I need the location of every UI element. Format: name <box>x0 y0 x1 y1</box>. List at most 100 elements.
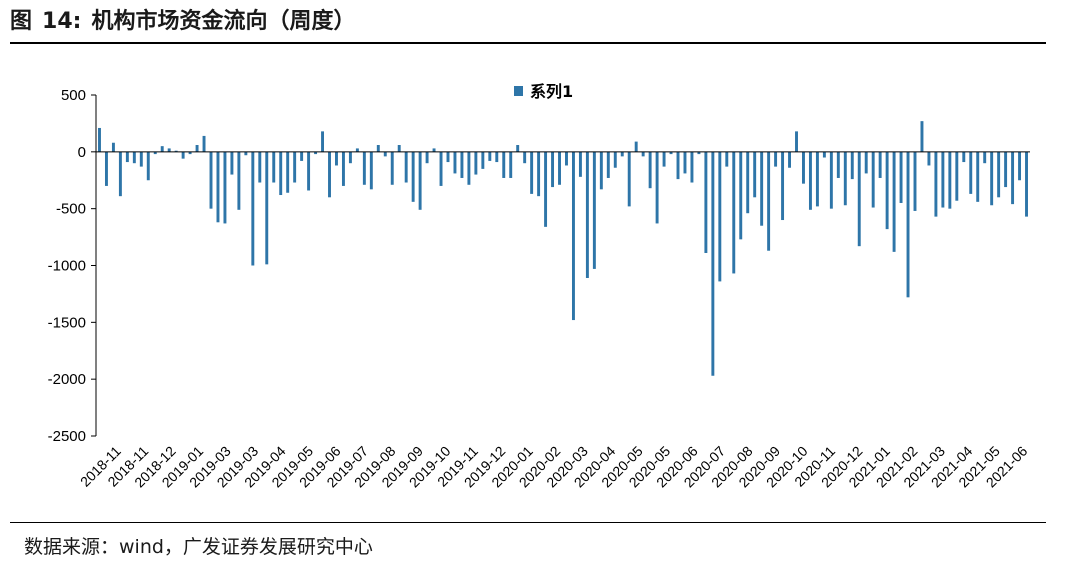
figure-title: 图 14: 机构市场资金流向（周度） <box>10 4 355 40</box>
bar <box>599 151 603 190</box>
figure-title-text: 机构市场资金流向（周度） <box>91 9 356 34</box>
bar <box>585 151 589 278</box>
bar <box>920 121 924 152</box>
bar <box>369 151 373 190</box>
y-tick-label: 500 <box>61 87 86 104</box>
bar <box>1004 151 1008 188</box>
bar <box>425 151 429 164</box>
bar <box>725 151 729 167</box>
bar <box>822 151 826 158</box>
bar <box>244 151 248 156</box>
bar <box>314 151 318 155</box>
bar <box>230 151 234 175</box>
bar <box>1011 151 1015 205</box>
bar <box>802 151 805 184</box>
bar <box>836 151 840 178</box>
figure-number: 14: <box>42 9 82 34</box>
bar <box>202 135 206 152</box>
bar <box>662 151 666 167</box>
bar <box>544 151 548 227</box>
bar <box>850 151 854 180</box>
source-rule <box>10 522 1046 523</box>
bar <box>704 151 708 253</box>
bar <box>641 151 645 157</box>
bar <box>488 151 492 161</box>
figure-label: 图 <box>10 9 33 34</box>
bar <box>258 151 262 183</box>
bar <box>899 151 903 203</box>
bar <box>690 151 694 183</box>
bar <box>376 145 380 152</box>
bar <box>871 151 875 208</box>
bar <box>516 145 520 152</box>
bar <box>906 151 910 298</box>
bar <box>383 151 387 157</box>
bar <box>98 127 101 152</box>
bar <box>697 151 701 155</box>
bar <box>857 151 861 247</box>
bar <box>523 151 527 164</box>
bar <box>321 131 324 152</box>
bar <box>237 151 241 210</box>
bar <box>341 151 345 186</box>
bar <box>948 151 952 209</box>
bar <box>174 150 178 152</box>
bar <box>418 151 422 210</box>
bar <box>739 151 743 240</box>
bar <box>885 151 889 230</box>
bar <box>878 151 882 178</box>
bar <box>627 151 631 207</box>
bar <box>962 151 966 163</box>
bar <box>718 151 722 282</box>
bar <box>160 146 164 152</box>
bar <box>683 151 687 174</box>
title-rule <box>10 42 1046 44</box>
bar <box>808 151 812 210</box>
bar <box>453 151 457 174</box>
bar <box>634 141 638 152</box>
bar <box>139 151 143 167</box>
bar <box>829 151 833 209</box>
bar <box>732 151 736 274</box>
bar <box>1025 151 1028 217</box>
bar <box>132 151 136 164</box>
legend-swatch <box>514 86 523 96</box>
bar <box>146 151 150 181</box>
y-tick-label: -500 <box>56 201 86 218</box>
bar <box>167 148 171 152</box>
y-tick-label: -2000 <box>48 371 86 388</box>
bar <box>153 151 157 155</box>
bars <box>98 121 1028 376</box>
legend-label: 系列1 <box>530 82 573 101</box>
bar <box>328 151 331 198</box>
source-note: 数据来源：wind，广发证券发展研究中心 <box>24 536 373 558</box>
bar <box>362 151 366 185</box>
bar <box>620 151 624 157</box>
bar <box>104 151 108 186</box>
bar <box>390 151 394 185</box>
bar <box>997 151 1001 198</box>
bar <box>760 151 764 226</box>
y-tick-label: 0 <box>78 144 86 161</box>
bar <box>753 151 757 198</box>
bar <box>669 151 673 155</box>
bar <box>125 151 129 163</box>
bar <box>111 142 115 152</box>
bar <box>265 151 269 265</box>
bar <box>495 151 499 163</box>
bar <box>502 151 506 178</box>
bar <box>251 151 255 266</box>
bar <box>118 151 122 197</box>
bar <box>983 151 987 164</box>
bar <box>530 151 534 194</box>
bar <box>1018 151 1022 181</box>
bar <box>711 151 715 376</box>
bar <box>551 151 555 188</box>
bar <box>613 151 617 168</box>
bar <box>411 151 415 202</box>
bar <box>795 131 798 152</box>
bar <box>355 148 359 152</box>
bar <box>578 151 582 177</box>
bar <box>969 151 973 194</box>
